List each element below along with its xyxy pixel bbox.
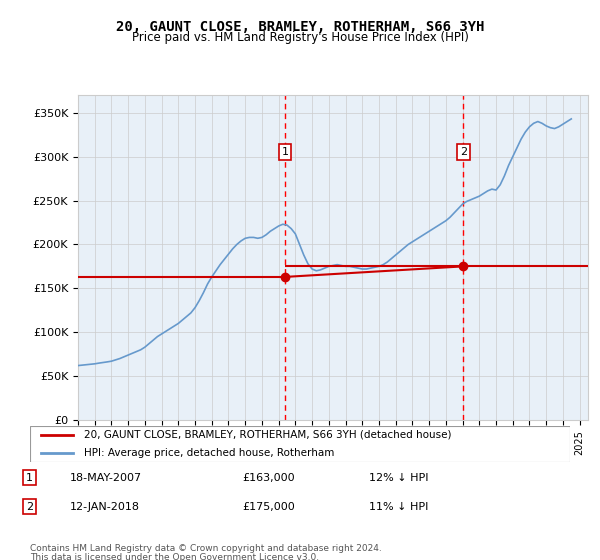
Text: 20, GAUNT CLOSE, BRAMLEY, ROTHERHAM, S66 3YH (detached house): 20, GAUNT CLOSE, BRAMLEY, ROTHERHAM, S66…	[84, 430, 452, 440]
Text: £163,000: £163,000	[242, 473, 295, 483]
Text: 18-MAY-2007: 18-MAY-2007	[70, 473, 142, 483]
Text: 12% ↓ HPI: 12% ↓ HPI	[369, 473, 428, 483]
Text: 1: 1	[281, 147, 289, 157]
Text: 11% ↓ HPI: 11% ↓ HPI	[369, 502, 428, 512]
Text: This data is licensed under the Open Government Licence v3.0.: This data is licensed under the Open Gov…	[30, 553, 319, 560]
Text: 20, GAUNT CLOSE, BRAMLEY, ROTHERHAM, S66 3YH: 20, GAUNT CLOSE, BRAMLEY, ROTHERHAM, S66…	[116, 20, 484, 34]
Text: 12-JAN-2018: 12-JAN-2018	[70, 502, 140, 512]
Text: £175,000: £175,000	[242, 502, 295, 512]
Text: 2: 2	[26, 502, 33, 512]
Text: 1: 1	[26, 473, 33, 483]
Text: 2: 2	[460, 147, 467, 157]
Text: Price paid vs. HM Land Registry's House Price Index (HPI): Price paid vs. HM Land Registry's House …	[131, 31, 469, 44]
Text: Contains HM Land Registry data © Crown copyright and database right 2024.: Contains HM Land Registry data © Crown c…	[30, 544, 382, 553]
FancyBboxPatch shape	[30, 426, 570, 462]
Text: HPI: Average price, detached house, Rotherham: HPI: Average price, detached house, Roth…	[84, 448, 334, 458]
